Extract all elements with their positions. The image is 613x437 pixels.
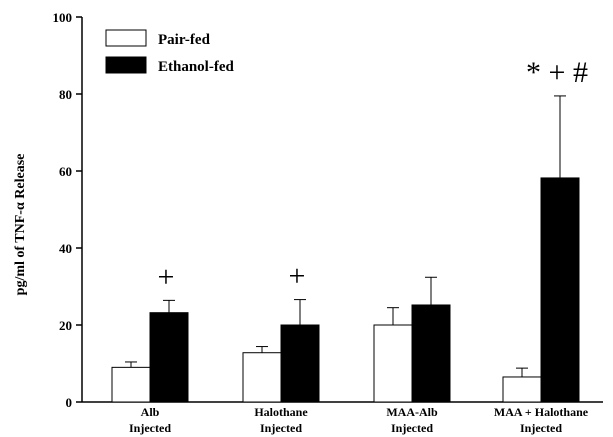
significance-annotation: + [158, 260, 175, 293]
y-tick-label: 0 [66, 395, 73, 410]
x-tick-label: MAA + Halothane [494, 405, 589, 419]
x-tick-label: Injected [260, 421, 302, 435]
legend-label-ethanol-fed: Ethanol-fed [158, 59, 235, 75]
error-bars [125, 95, 566, 377]
bar-pair-fed-3 [502, 376, 542, 403]
x-tick-label: Alb [141, 405, 160, 419]
x-tick-labels: Alb Injected Halothane Injected MAA-Alb Injec… [129, 405, 589, 435]
legend-swatch-pair-fed [105, 29, 147, 47]
legend-label-pair-fed: Pair-fed [158, 32, 211, 48]
legend-swatch-ethanol-fed [105, 56, 147, 74]
y-tick-label: 60 [59, 164, 72, 179]
bar-ethanol-fed-3 [540, 177, 580, 403]
x-tick-label: Injected [129, 421, 171, 435]
x-tick-label: Injected [391, 421, 433, 435]
x-tick-label: Halothane [254, 405, 308, 419]
legend: Pair-fed Ethanol-fed [105, 29, 235, 75]
y-tick-label: 80 [59, 87, 72, 102]
bars [111, 177, 580, 403]
y-ticks: 0 20 40 60 80 100 [53, 10, 82, 410]
y-axis-label: pg/ml of TNF-α Release [13, 154, 28, 296]
bar-pair-fed-2 [373, 324, 413, 403]
x-tick-label: MAA-Alb [386, 405, 438, 419]
bar-ethanol-fed-2 [411, 304, 451, 403]
y-tick-label: 40 [59, 241, 72, 256]
y-tick-label: 100 [53, 10, 73, 25]
bar-ethanol-fed-1 [280, 324, 320, 403]
bar-pair-fed-0 [111, 366, 151, 403]
significance-annotation: + [289, 260, 306, 293]
significance-annotation: * + # [526, 56, 588, 89]
bar-pair-fed-1 [242, 352, 282, 403]
annotations: + + * + # [158, 56, 588, 293]
y-tick-label: 20 [59, 318, 72, 333]
bar-ethanol-fed-0 [149, 312, 189, 403]
x-tick-label: Injected [520, 421, 562, 435]
